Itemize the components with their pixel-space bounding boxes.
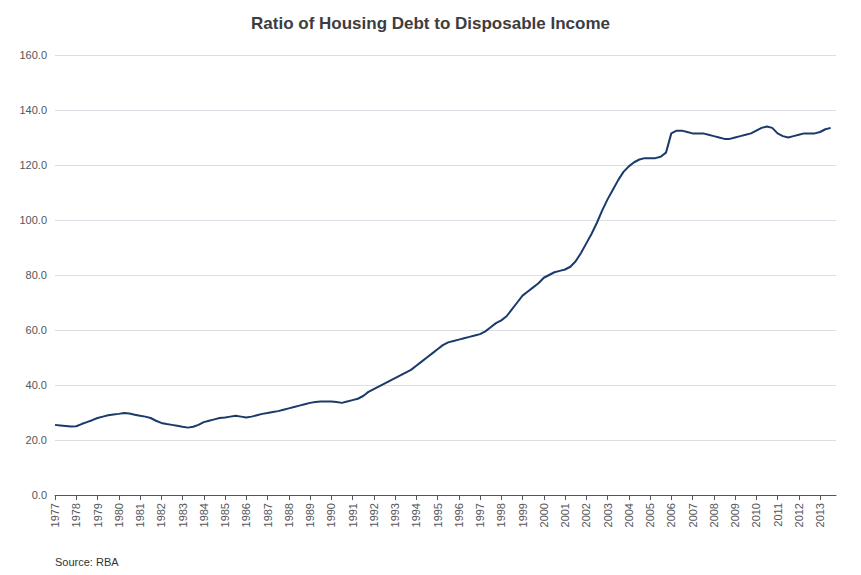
svg-text:100.0: 100.0 [19,214,47,226]
svg-text:Source: RBA: Source: RBA [55,556,119,568]
svg-text:0.0: 0.0 [32,489,47,501]
svg-text:2013: 2013 [814,503,826,527]
svg-text:1983: 1983 [177,503,189,527]
svg-text:2005: 2005 [644,503,656,527]
svg-text:1995: 1995 [432,503,444,527]
svg-text:2007: 2007 [687,503,699,527]
svg-text:1982: 1982 [155,503,167,527]
svg-text:1997: 1997 [474,503,486,527]
svg-text:2008: 2008 [708,503,720,527]
svg-text:60.0: 60.0 [26,324,47,336]
svg-text:1992: 1992 [368,503,380,527]
svg-text:1984: 1984 [198,503,210,527]
svg-text:1981: 1981 [134,503,146,527]
svg-text:Ratio of Housing Debt to Dispo: Ratio of Housing Debt to Disposable Inco… [251,14,610,33]
svg-text:2009: 2009 [729,503,741,527]
svg-text:2003: 2003 [602,503,614,527]
svg-text:1996: 1996 [453,503,465,527]
svg-text:2012: 2012 [793,503,805,527]
svg-text:40.0: 40.0 [26,379,47,391]
svg-text:1986: 1986 [240,503,252,527]
svg-text:1979: 1979 [92,503,104,527]
svg-text:2004: 2004 [623,503,635,527]
svg-text:1990: 1990 [325,503,337,527]
svg-text:140.0: 140.0 [19,104,47,116]
svg-text:1998: 1998 [495,503,507,527]
svg-text:160.0: 160.0 [19,49,47,61]
svg-text:1985: 1985 [219,503,231,527]
svg-text:1980: 1980 [113,503,125,527]
svg-text:1987: 1987 [262,503,274,527]
svg-text:80.0: 80.0 [26,269,47,281]
svg-text:1989: 1989 [304,503,316,527]
svg-text:20.0: 20.0 [26,434,47,446]
svg-text:1999: 1999 [517,503,529,527]
svg-text:1993: 1993 [389,503,401,527]
svg-text:1978: 1978 [70,503,82,527]
svg-text:2010: 2010 [750,503,762,527]
svg-text:120.0: 120.0 [19,159,47,171]
svg-text:1991: 1991 [347,503,359,527]
svg-text:2002: 2002 [580,503,592,527]
svg-text:2006: 2006 [665,503,677,527]
svg-text:1994: 1994 [410,503,422,527]
svg-text:1977: 1977 [49,503,61,527]
svg-text:2000: 2000 [538,503,550,527]
svg-text:2001: 2001 [559,503,571,527]
svg-text:2011: 2011 [772,503,784,527]
svg-text:1988: 1988 [283,503,295,527]
